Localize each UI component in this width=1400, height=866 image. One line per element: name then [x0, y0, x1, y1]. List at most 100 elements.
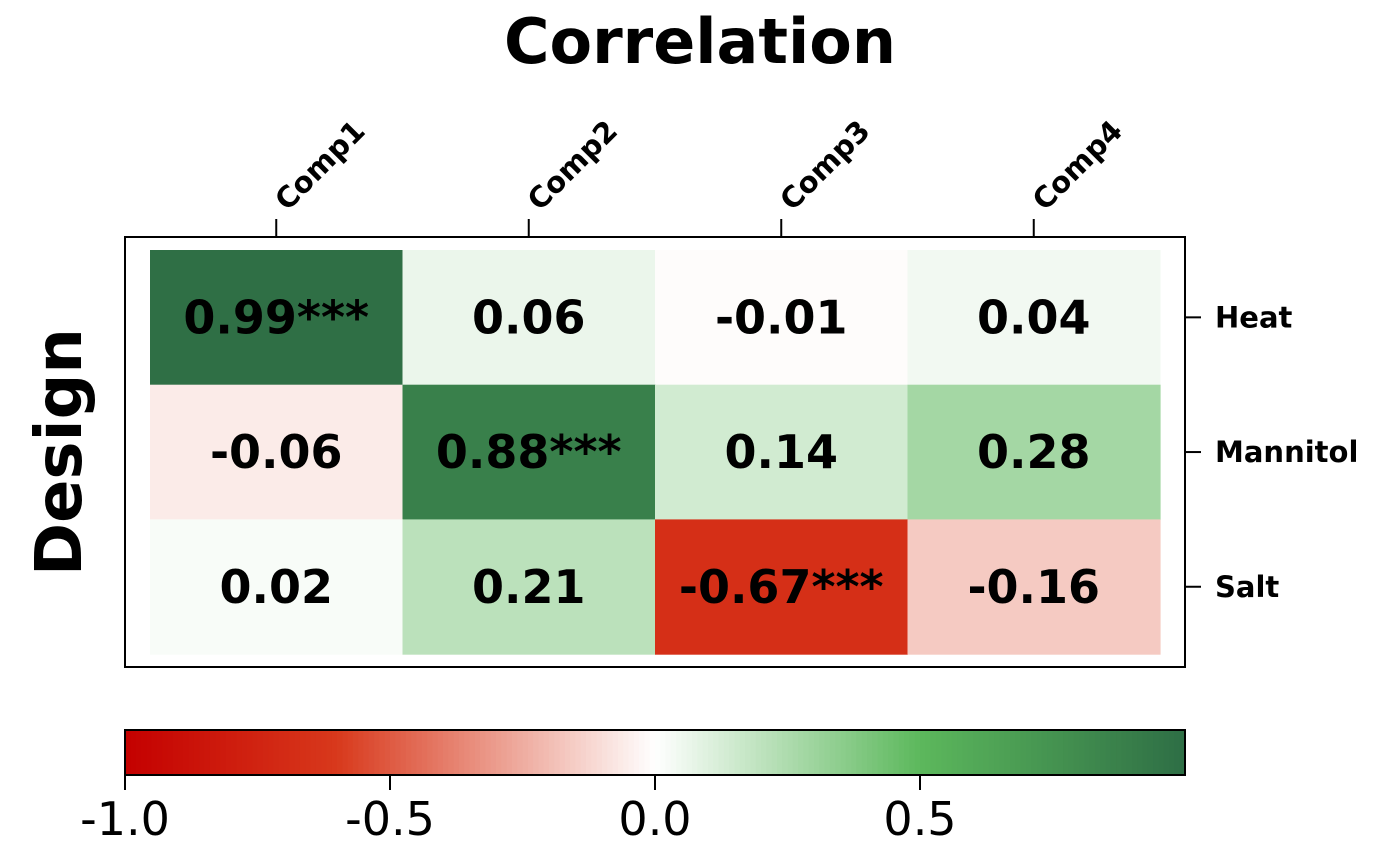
color-legend-strip: [1169, 730, 1175, 775]
color-legend-strip: [819, 730, 826, 775]
color-legend-strip: [374, 730, 380, 775]
color-legend-strip: [973, 730, 979, 775]
color-legend-strip: [1068, 730, 1075, 775]
color-legend-strip: [358, 730, 365, 775]
color-legend-strip: [1116, 730, 1122, 775]
color-legend-strip: [686, 730, 693, 775]
color-legend-strip: [225, 730, 232, 775]
color-legend-strip: [994, 730, 1001, 775]
color-legend-strip: [962, 730, 969, 775]
color-legend-strip: [236, 730, 243, 775]
color-legend-strip: [1015, 730, 1022, 775]
color-legend-strip: [602, 730, 608, 775]
color-legend-strip: [946, 730, 953, 775]
color-legend-strip: [575, 730, 582, 775]
color-legend-strip: [1079, 730, 1085, 775]
color-legend-strip: [787, 730, 794, 775]
color-legend-strip: [909, 730, 916, 775]
heatmap-cell: [907, 519, 1161, 655]
color-legend-strip: [877, 730, 884, 775]
row-label: Salt: [1215, 570, 1279, 604]
color-legend-strip: [1153, 730, 1160, 775]
cell-value-label: -0.16: [967, 560, 1100, 614]
cell-value-label: 0.04: [977, 290, 1091, 344]
heatmap-cells: [150, 250, 1161, 655]
color-legend-strip: [676, 730, 683, 775]
color-legend-strip: [554, 730, 561, 775]
color-legend-strip: [315, 730, 322, 775]
color-legend-strip: [395, 730, 402, 775]
color-legend-strip: [808, 730, 815, 775]
color-legend-strip: [734, 730, 741, 775]
color-legend-strip: [612, 730, 619, 775]
color-legend-strip: [162, 730, 168, 775]
color-legend-strip: [496, 730, 502, 775]
heatmap-cell: [655, 250, 909, 386]
color-legend-strip: [771, 730, 778, 775]
color-legend-strip: [246, 730, 253, 775]
color-legend-strip: [803, 730, 810, 775]
heatmap-cell: [655, 384, 909, 520]
color-legend-strip: [580, 730, 587, 775]
color-legend-strip: [1004, 730, 1011, 775]
color-legend-strip: [867, 730, 873, 775]
color-legend-strip: [951, 730, 958, 775]
color-legend-strip: [299, 730, 306, 775]
color-legend-strip: [220, 730, 227, 775]
cell-value-label: 0.88***: [436, 425, 622, 479]
color-legend-strip: [453, 730, 460, 775]
color-legend-strip: [861, 730, 868, 775]
color-legend-strip: [713, 730, 720, 775]
color-legend-strip: [543, 730, 550, 775]
color-legend-tick-label: -1.0: [80, 792, 170, 846]
row-label: Heat: [1215, 300, 1293, 334]
color-legend-strip: [1031, 730, 1038, 775]
color-legend-strip: [390, 730, 396, 775]
color-legend-strip: [305, 730, 312, 775]
color-legend-strip: [1137, 730, 1144, 775]
color-legend-strip: [193, 730, 200, 775]
color-legend-strip: [920, 730, 926, 775]
color-legend-strip: [623, 730, 630, 775]
color-legend-strip: [416, 730, 423, 775]
color-legend-strip: [1121, 730, 1128, 775]
color-legend-strip: [888, 730, 895, 775]
cell-value-label: 0.21: [472, 560, 586, 614]
heatmap-cell: [402, 250, 656, 386]
color-legend-strip: [1147, 730, 1154, 775]
color-legend-strip: [776, 730, 783, 775]
color-legend-strip: [999, 730, 1006, 775]
color-legend-strip: [692, 730, 698, 775]
color-legend-strip: [352, 730, 359, 775]
color-legend-strip: [485, 730, 492, 775]
color-legend-strip: [326, 730, 333, 775]
color-legend-strip: [1010, 730, 1016, 775]
color-legend-strip: [824, 730, 831, 775]
color-legend-strip: [379, 730, 386, 775]
color-legend-strip: [845, 730, 852, 775]
color-legend-strip: [199, 730, 206, 775]
color-legend-strip: [146, 730, 153, 775]
color-legend-strip: [559, 730, 566, 775]
color-legend-strip: [1052, 730, 1059, 775]
color-legend-strip: [533, 730, 539, 775]
color-legend-ticks: -1.0 -0.5 0.0 0.5: [80, 775, 957, 846]
color-legend-strip: [649, 730, 656, 775]
color-legend-strip: [617, 730, 624, 775]
column-label: Comp3: [773, 113, 877, 217]
color-legend-strip: [284, 730, 290, 775]
heatmap-cell: [907, 384, 1161, 520]
color-legend-strip: [983, 730, 990, 775]
color-legend-strip: [607, 730, 614, 775]
color-legend-strip: [739, 730, 746, 775]
color-legend-strip: [988, 730, 995, 775]
row-label: Mannitol: [1215, 435, 1358, 469]
color-legend-strip: [872, 730, 879, 775]
heatmap-cell: [655, 519, 909, 655]
color-legend-strip: [172, 730, 179, 775]
color-legend-strip: [268, 730, 274, 775]
color-legend-strip: [257, 730, 264, 775]
color-legend-strip: [750, 730, 757, 775]
color-legend-strip: [570, 730, 577, 775]
color-legend-strip: [1089, 730, 1096, 775]
